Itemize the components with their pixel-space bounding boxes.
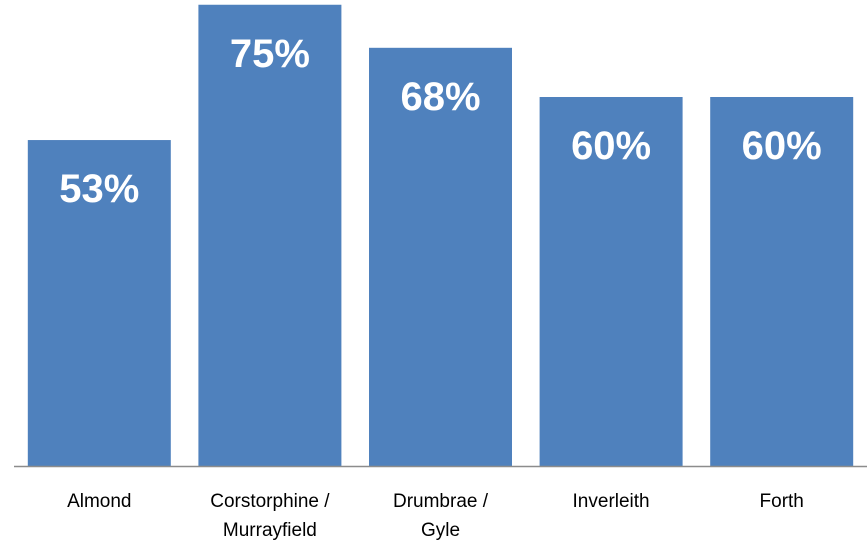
bars-group: 53% 75% 68% 60% 60% bbox=[27, 4, 854, 467]
bar-value-label-4: 60% bbox=[742, 124, 822, 168]
bar-2 bbox=[369, 47, 512, 467]
bar-3 bbox=[539, 97, 683, 466]
category-labels-group: Almond Corstorphine / Murrayfield Drumbrae … bbox=[67, 491, 804, 541]
bar-value-label-0: 53% bbox=[59, 167, 139, 211]
bar-value-label-2: 68% bbox=[400, 75, 480, 119]
bar-value-label-1: 75% bbox=[230, 32, 310, 76]
bar-0 bbox=[27, 140, 171, 467]
category-label-2-line-0: Drumbrae / bbox=[393, 491, 489, 512]
category-label-0: Almond bbox=[67, 491, 131, 512]
category-label-2-line-1: Gyle bbox=[421, 520, 460, 541]
bar-value-label-3: 60% bbox=[571, 124, 651, 168]
category-label-1-line-1: Murrayfield bbox=[223, 520, 317, 541]
bar-4 bbox=[710, 97, 854, 466]
category-label-1-line-0: Corstorphine / bbox=[210, 491, 330, 512]
bar-1 bbox=[198, 4, 342, 466]
category-label-4: Forth bbox=[760, 491, 804, 512]
category-label-3: Inverleith bbox=[573, 491, 650, 512]
